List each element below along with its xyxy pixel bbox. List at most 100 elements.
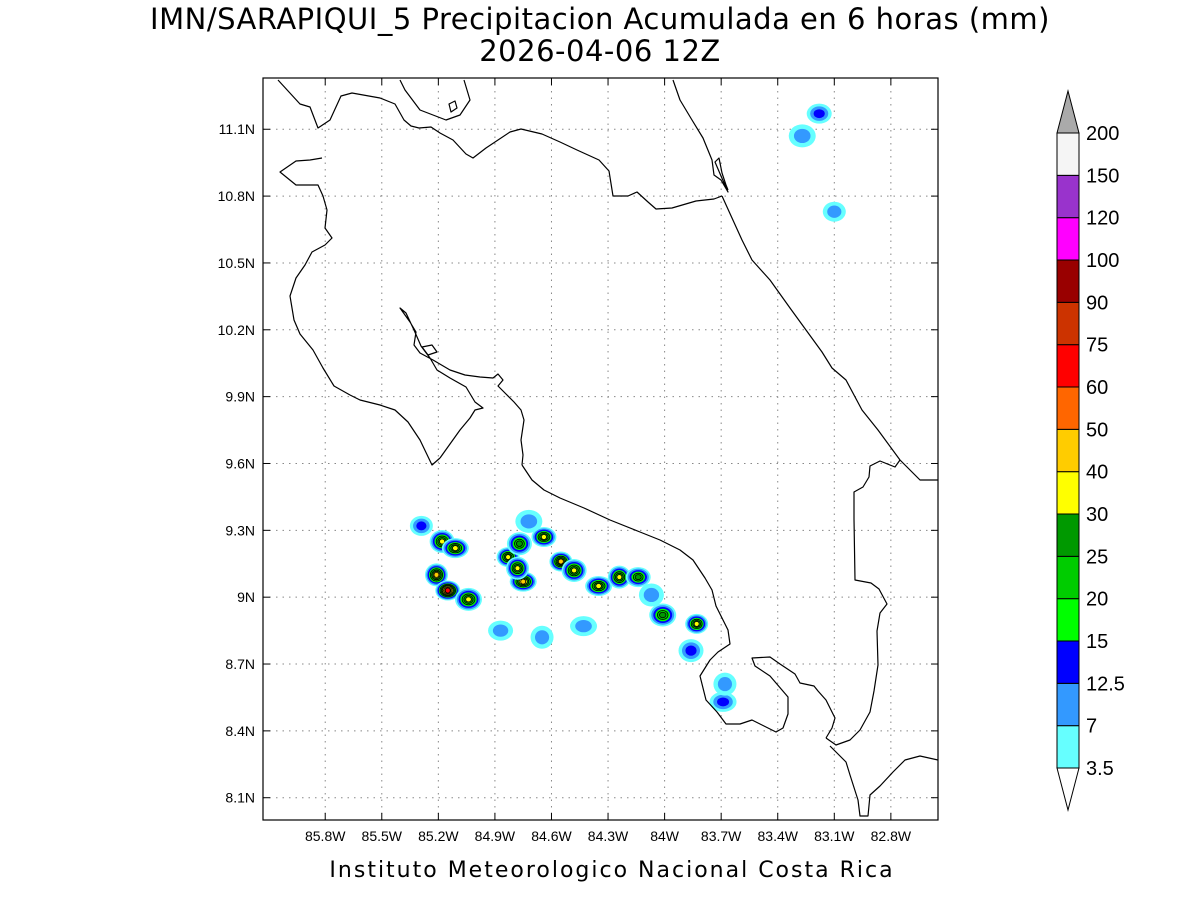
precip-cell — [607, 565, 631, 589]
lake-island — [448, 100, 458, 113]
y-tick-label: 9.6N — [225, 455, 255, 471]
x-tick-label: 84.6W — [531, 828, 572, 844]
graticule — [263, 78, 938, 820]
y-tick-label: 9.3N — [225, 522, 255, 538]
caribbean-coast-south — [721, 195, 938, 481]
precip-contour — [717, 697, 730, 707]
colorbar-segment — [1056, 174, 1080, 219]
precip-cell — [531, 527, 557, 548]
colorbar-segment — [1056, 344, 1080, 388]
colorbar-label: 60 — [1086, 377, 1108, 399]
x-tick-label: 84W — [650, 828, 680, 844]
precip-cell — [570, 616, 598, 637]
precip-cell — [638, 583, 664, 607]
precip-cell — [822, 201, 846, 222]
pacific-coast-south — [521, 464, 836, 739]
precipitation-field — [409, 103, 846, 712]
y-tick-label: 9.9N — [225, 389, 255, 405]
x-tick-label: 84.9W — [475, 828, 516, 844]
y-tick-label: 10.8N — [218, 188, 255, 204]
colorbar-label: 100 — [1086, 250, 1119, 272]
precip-contour — [505, 554, 512, 560]
precip-contour — [827, 205, 842, 218]
x-tick-label: 83.7W — [701, 828, 742, 844]
precip-contour — [465, 596, 472, 603]
precip-cell — [530, 625, 554, 649]
precip-contour — [515, 540, 523, 547]
pacific-coast-north — [279, 157, 441, 466]
coastline-layer — [277, 79, 938, 817]
precip-cell — [678, 639, 704, 663]
colorbar-segment — [1056, 640, 1080, 684]
precip-cell — [424, 563, 448, 587]
precip-cell — [685, 613, 709, 634]
colorbar-label: 20 — [1086, 589, 1108, 611]
colorbar-label: 50 — [1086, 419, 1108, 441]
colorbar-segment — [1056, 555, 1080, 600]
precip-cell — [709, 691, 737, 712]
latitude-axis: 11.1N 10.8N 10.5N 10.2N 9.9N 9.6N 9.3N 9N 8.7N 8.… — [218, 121, 938, 806]
precip-contour — [452, 545, 459, 552]
colorbar-label: 3.5 — [1086, 758, 1114, 780]
colorbar-segment — [1056, 259, 1080, 303]
precip-contour — [717, 677, 733, 692]
precip-cell — [506, 556, 530, 580]
y-tick-label: 8.4N — [225, 723, 255, 739]
colorbar-segment — [1056, 428, 1080, 473]
precip-cell — [713, 672, 737, 696]
precip-contour — [571, 567, 578, 574]
precip-contour — [634, 574, 642, 581]
colorbar-label: 15 — [1086, 631, 1108, 653]
y-tick-label: 10.2N — [218, 322, 255, 338]
x-tick-label: 85.8W — [305, 828, 346, 844]
precip-cell — [806, 103, 832, 124]
nicaragua-border — [277, 79, 723, 210]
lake-shore — [399, 79, 471, 121]
x-tick-label: 82.8W — [871, 828, 912, 844]
colorbar-label: 25 — [1086, 546, 1108, 568]
precip-contour — [685, 645, 697, 656]
colorbar-label: 150 — [1086, 165, 1119, 187]
x-tick-label: 85.5W — [362, 828, 403, 844]
precip-contour — [439, 538, 446, 545]
colorbar-over-arrow — [1056, 89, 1080, 134]
caribbean-coast — [672, 79, 729, 193]
valid-time: 2026-04-06 12Z — [479, 34, 721, 68]
precip-cell — [788, 124, 816, 148]
x-tick-label: 85.2W — [418, 828, 459, 844]
precip-contour — [492, 624, 509, 637]
precip-cell — [625, 567, 651, 588]
colorbar-segment — [1056, 471, 1080, 515]
precip-cell — [515, 509, 543, 533]
colorbar: 3.5 7 12.5 15 20 25 30 40 50 60 75 90 100 120 150 200 — [1056, 89, 1125, 812]
precip-cell — [509, 571, 537, 592]
precip-cell — [441, 538, 469, 559]
colorbar-label: 90 — [1086, 292, 1108, 314]
precip-contour — [520, 514, 538, 529]
x-tick-label: 84.3W — [588, 828, 629, 844]
colorbar-segment — [1056, 217, 1080, 261]
precip-contour — [793, 128, 811, 144]
colorbar-label: 7 — [1086, 716, 1097, 738]
precip-contour — [616, 574, 623, 581]
colorbar-segment — [1056, 513, 1080, 557]
colorbar-segment — [1056, 301, 1080, 346]
y-tick-label: 8.7N — [225, 656, 255, 672]
colorbar-segment — [1056, 132, 1080, 176]
longitude-axis: 85.8W 85.5W 85.2W 84.9W 84.6W 84.3W 84W 83.7W 83… — [305, 78, 912, 844]
precip-contour — [433, 571, 440, 578]
precip-contour — [520, 578, 527, 585]
x-tick-label: 83.1W — [814, 828, 855, 844]
map-frame — [262, 77, 939, 821]
colorbar-label: 120 — [1086, 208, 1119, 230]
colorbar-segment — [1056, 725, 1080, 769]
precip-cell — [561, 558, 587, 582]
precip-cell — [435, 580, 461, 601]
precip-contour — [514, 565, 521, 572]
precip-cell — [585, 576, 613, 597]
colorbar-label: 12.5 — [1086, 673, 1125, 695]
colorbar-segment — [1056, 386, 1080, 430]
precip-contour — [558, 558, 564, 565]
precip-contour — [693, 621, 700, 627]
